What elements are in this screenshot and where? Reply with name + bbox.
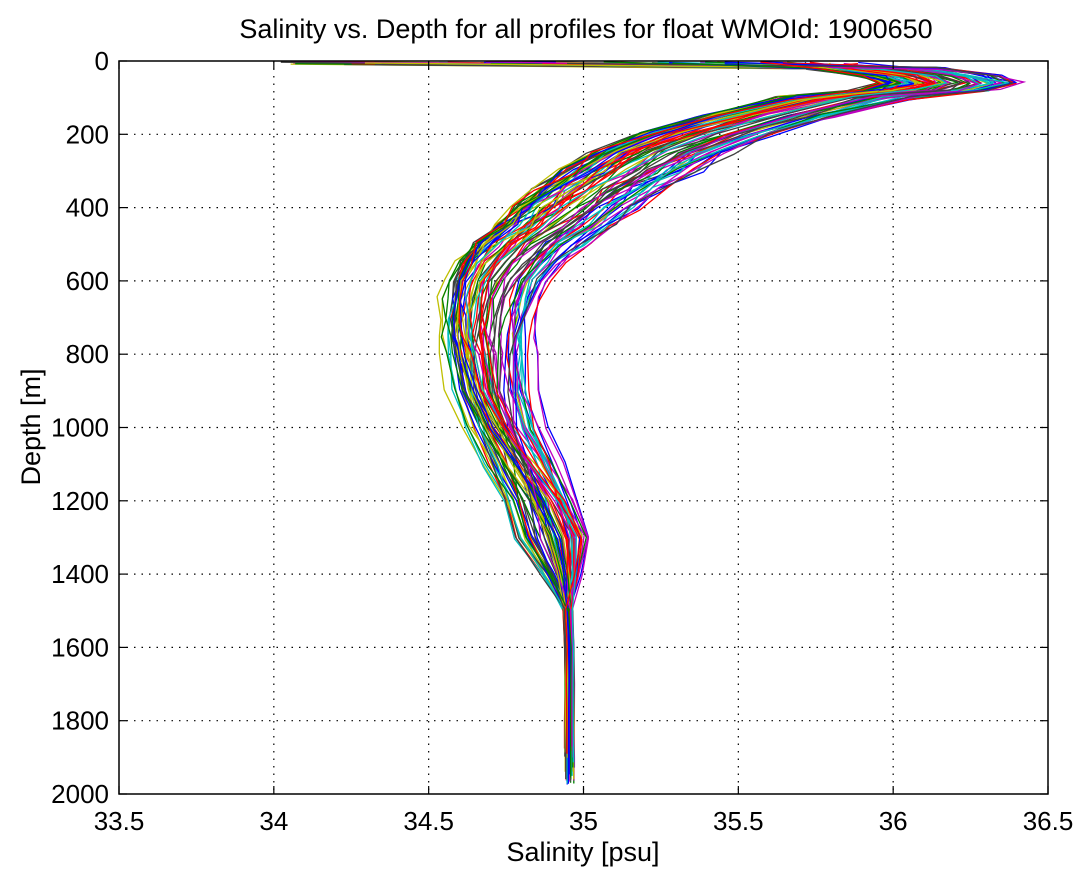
y-tick-label: 2000 (51, 779, 109, 809)
x-tick-labels: 33.5 34 34.5 35 35.5 36 36.5 (94, 806, 1074, 836)
x-tick-label: 36.5 (1023, 806, 1074, 836)
tick-marks (118, 60, 1049, 795)
x-tick-label: 36 (879, 806, 908, 836)
y-tick-label: 0 (95, 46, 109, 76)
x-tick-label: 33.5 (94, 806, 145, 836)
y-tick-label: 1200 (51, 486, 109, 516)
y-tick-label: 400 (66, 193, 109, 223)
profile-line (364, 62, 898, 753)
profile-lines (280, 61, 1027, 785)
y-tick-label: 1600 (51, 632, 109, 662)
y-tick-label: 1000 (51, 413, 109, 443)
y-tick-label: 200 (66, 119, 109, 149)
x-tick-label: 34 (259, 806, 288, 836)
y-tick-label: 600 (66, 266, 109, 296)
x-axis-label: Salinity [psu] (506, 837, 659, 867)
x-tick-label: 34.5 (403, 806, 454, 836)
chart-title: Salinity vs. Depth for all profiles for … (239, 14, 932, 44)
profile-line (458, 61, 884, 754)
profile-line (507, 62, 1015, 779)
y-axis-label: Depth [m] (16, 368, 46, 485)
profile-line (445, 63, 909, 763)
x-tick-label: 35 (569, 806, 598, 836)
x-tick-label: 35.5 (713, 806, 764, 836)
y-tick-labels: 0 200 400 600 800 1000 1200 1400 1600 1800 2000 (51, 46, 109, 809)
y-tick-label: 1400 (51, 559, 109, 589)
y-tick-label: 1800 (51, 706, 109, 736)
profile-line (440, 62, 902, 778)
y-tick-label: 800 (66, 339, 109, 369)
